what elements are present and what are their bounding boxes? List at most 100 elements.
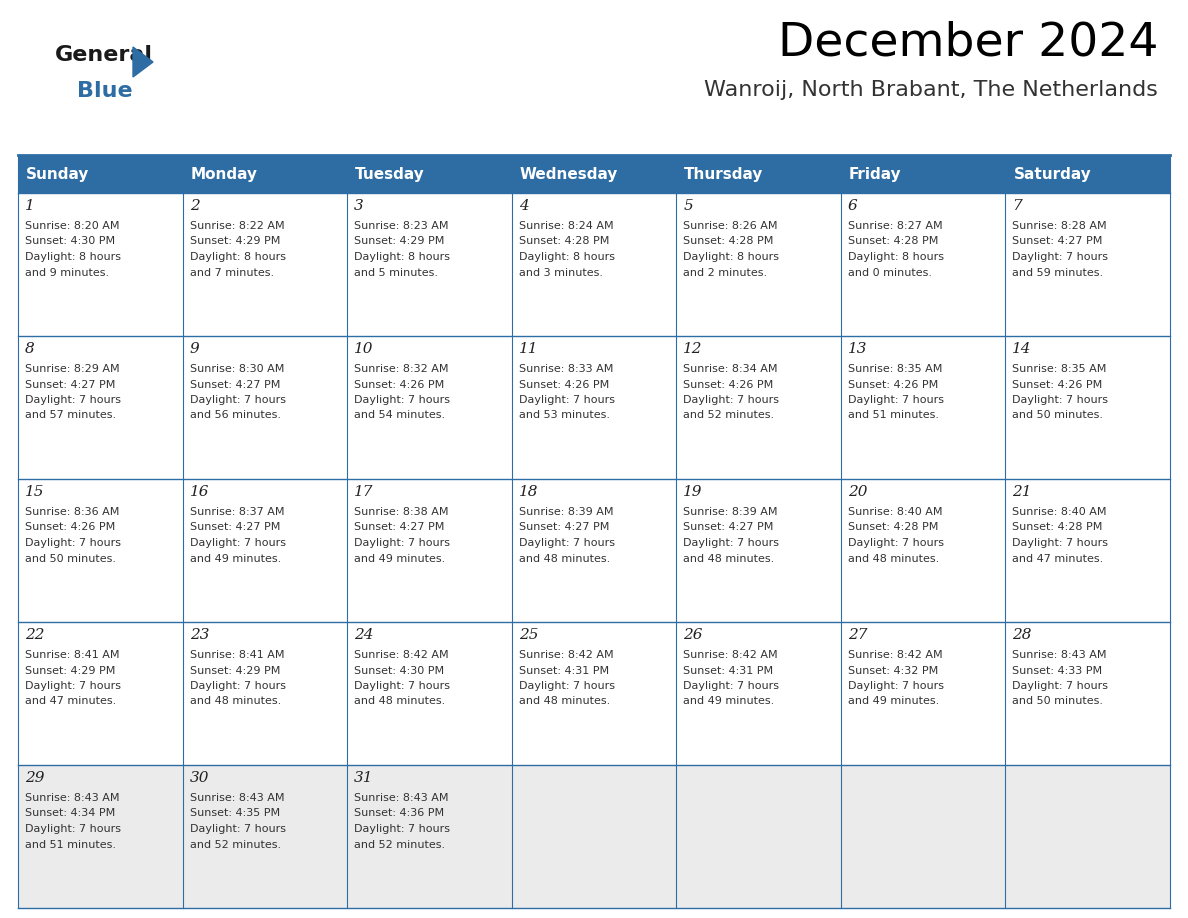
- Bar: [512, 193, 676, 336]
- Text: and 2 minutes.: and 2 minutes.: [683, 267, 767, 277]
- Text: and 47 minutes.: and 47 minutes.: [1012, 554, 1104, 564]
- Bar: [18, 193, 183, 336]
- Text: 20: 20: [848, 485, 867, 499]
- Text: 23: 23: [190, 628, 209, 642]
- Text: 14: 14: [1012, 342, 1032, 356]
- Text: Sunset: 4:27 PM: Sunset: 4:27 PM: [683, 522, 773, 532]
- Polygon shape: [133, 47, 153, 77]
- Text: Daylight: 7 hours: Daylight: 7 hours: [354, 538, 450, 548]
- Text: Sunset: 4:28 PM: Sunset: 4:28 PM: [519, 237, 609, 247]
- Bar: [841, 622, 1005, 765]
- Text: Sunrise: 8:43 AM: Sunrise: 8:43 AM: [354, 793, 449, 803]
- Text: Sunset: 4:28 PM: Sunset: 4:28 PM: [848, 522, 939, 532]
- Text: Sunrise: 8:33 AM: Sunrise: 8:33 AM: [519, 364, 613, 374]
- Text: 28: 28: [1012, 628, 1032, 642]
- Text: Sunset: 4:36 PM: Sunset: 4:36 PM: [354, 809, 444, 819]
- Bar: [18, 336, 183, 479]
- Text: Sunrise: 8:41 AM: Sunrise: 8:41 AM: [190, 650, 284, 660]
- Text: and 54 minutes.: and 54 minutes.: [354, 410, 446, 420]
- Bar: [1005, 193, 1170, 336]
- Text: and 48 minutes.: and 48 minutes.: [354, 697, 446, 707]
- Text: 12: 12: [683, 342, 703, 356]
- Text: and 49 minutes.: and 49 minutes.: [354, 554, 446, 564]
- Text: 5: 5: [683, 199, 693, 213]
- Text: Sunrise: 8:39 AM: Sunrise: 8:39 AM: [683, 507, 778, 517]
- Text: Sunrise: 8:35 AM: Sunrise: 8:35 AM: [848, 364, 942, 374]
- Bar: [18, 622, 183, 765]
- Text: Sunset: 4:26 PM: Sunset: 4:26 PM: [354, 379, 444, 389]
- Bar: [512, 765, 676, 908]
- Text: Sunset: 4:29 PM: Sunset: 4:29 PM: [25, 666, 115, 676]
- Text: Sunday: Sunday: [26, 166, 89, 182]
- Text: Daylight: 8 hours: Daylight: 8 hours: [190, 252, 285, 262]
- Text: 7: 7: [1012, 199, 1022, 213]
- Bar: [676, 193, 841, 336]
- Bar: [183, 336, 347, 479]
- Text: Daylight: 8 hours: Daylight: 8 hours: [848, 252, 943, 262]
- Text: Daylight: 7 hours: Daylight: 7 hours: [354, 395, 450, 405]
- Text: Sunrise: 8:24 AM: Sunrise: 8:24 AM: [519, 221, 613, 231]
- Text: Sunrise: 8:38 AM: Sunrise: 8:38 AM: [354, 507, 449, 517]
- Bar: [676, 336, 841, 479]
- Text: Sunset: 4:31 PM: Sunset: 4:31 PM: [519, 666, 608, 676]
- Text: and 3 minutes.: and 3 minutes.: [519, 267, 602, 277]
- Text: 24: 24: [354, 628, 374, 642]
- Text: 11: 11: [519, 342, 538, 356]
- Text: Daylight: 7 hours: Daylight: 7 hours: [354, 681, 450, 691]
- Text: Wednesday: Wednesday: [519, 166, 618, 182]
- Text: Sunset: 4:27 PM: Sunset: 4:27 PM: [190, 522, 280, 532]
- Text: Sunset: 4:26 PM: Sunset: 4:26 PM: [683, 379, 773, 389]
- Text: Sunrise: 8:43 AM: Sunrise: 8:43 AM: [190, 793, 284, 803]
- Text: and 52 minutes.: and 52 minutes.: [683, 410, 775, 420]
- Text: Sunset: 4:26 PM: Sunset: 4:26 PM: [848, 379, 939, 389]
- Text: 17: 17: [354, 485, 374, 499]
- Text: 1: 1: [25, 199, 34, 213]
- Text: Sunrise: 8:35 AM: Sunrise: 8:35 AM: [1012, 364, 1107, 374]
- Bar: [183, 193, 347, 336]
- Text: Sunset: 4:35 PM: Sunset: 4:35 PM: [190, 809, 279, 819]
- Text: Sunset: 4:26 PM: Sunset: 4:26 PM: [1012, 379, 1102, 389]
- Text: 15: 15: [25, 485, 44, 499]
- Text: Sunset: 4:27 PM: Sunset: 4:27 PM: [519, 522, 609, 532]
- Bar: [1005, 622, 1170, 765]
- Text: Daylight: 7 hours: Daylight: 7 hours: [354, 824, 450, 834]
- Bar: [18, 479, 183, 622]
- Text: Sunset: 4:27 PM: Sunset: 4:27 PM: [1012, 237, 1102, 247]
- Bar: [841, 193, 1005, 336]
- Bar: [676, 765, 841, 908]
- Text: Sunset: 4:30 PM: Sunset: 4:30 PM: [354, 666, 444, 676]
- Text: and 52 minutes.: and 52 minutes.: [190, 839, 280, 849]
- Text: Daylight: 8 hours: Daylight: 8 hours: [519, 252, 614, 262]
- Text: and 48 minutes.: and 48 minutes.: [519, 554, 609, 564]
- Text: Sunrise: 8:42 AM: Sunrise: 8:42 AM: [683, 650, 778, 660]
- Text: Sunset: 4:33 PM: Sunset: 4:33 PM: [1012, 666, 1102, 676]
- Text: 2: 2: [190, 199, 200, 213]
- Text: Sunrise: 8:43 AM: Sunrise: 8:43 AM: [25, 793, 120, 803]
- Bar: [18, 765, 183, 908]
- Bar: [676, 622, 841, 765]
- Bar: [347, 336, 512, 479]
- Text: 27: 27: [848, 628, 867, 642]
- Bar: [512, 622, 676, 765]
- Bar: [18, 155, 1170, 193]
- Text: Sunrise: 8:22 AM: Sunrise: 8:22 AM: [190, 221, 284, 231]
- Text: 25: 25: [519, 628, 538, 642]
- Text: Daylight: 8 hours: Daylight: 8 hours: [354, 252, 450, 262]
- Text: 6: 6: [848, 199, 858, 213]
- Text: 3: 3: [354, 199, 364, 213]
- Text: Wanroij, North Brabant, The Netherlands: Wanroij, North Brabant, The Netherlands: [704, 80, 1158, 100]
- Text: Sunset: 4:32 PM: Sunset: 4:32 PM: [848, 666, 939, 676]
- Bar: [183, 622, 347, 765]
- Text: and 49 minutes.: and 49 minutes.: [683, 697, 775, 707]
- Bar: [183, 765, 347, 908]
- Text: and 56 minutes.: and 56 minutes.: [190, 410, 280, 420]
- Text: Daylight: 7 hours: Daylight: 7 hours: [519, 538, 614, 548]
- Text: and 50 minutes.: and 50 minutes.: [25, 554, 116, 564]
- Text: Sunrise: 8:26 AM: Sunrise: 8:26 AM: [683, 221, 778, 231]
- Text: and 49 minutes.: and 49 minutes.: [848, 697, 939, 707]
- Text: Sunrise: 8:36 AM: Sunrise: 8:36 AM: [25, 507, 119, 517]
- Bar: [347, 193, 512, 336]
- Text: Daylight: 7 hours: Daylight: 7 hours: [683, 681, 779, 691]
- Text: Sunrise: 8:43 AM: Sunrise: 8:43 AM: [1012, 650, 1107, 660]
- Bar: [676, 479, 841, 622]
